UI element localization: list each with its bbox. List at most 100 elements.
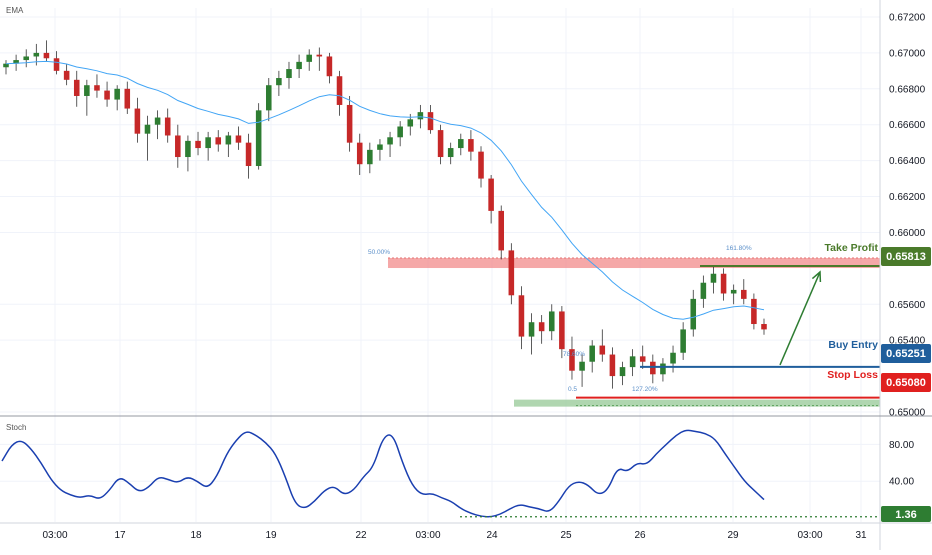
buy-entry-price: 0.65251	[886, 348, 926, 360]
candle-body	[84, 85, 90, 96]
price-tick-label: 0.66200	[889, 192, 926, 203]
stochastic-pane	[1, 429, 880, 518]
fib-161-label: 161.80%	[726, 245, 752, 252]
candle-body	[185, 140, 191, 158]
candle-body	[427, 112, 434, 131]
candle-body	[650, 361, 656, 375]
candle-body	[326, 56, 333, 77]
candle-body	[245, 142, 252, 167]
time-tick-label: 25	[560, 530, 572, 541]
candle-body	[741, 289, 747, 299]
resistance-zone	[388, 258, 880, 269]
price-tick-label: 0.67000	[889, 48, 926, 59]
candle-body	[195, 140, 201, 149]
candle-body	[690, 298, 697, 330]
candle-body	[94, 85, 100, 91]
candle-body	[751, 298, 757, 325]
candle-body	[518, 295, 525, 337]
projection-arrow-shaft	[779, 271, 821, 366]
time-tick-label: 17	[114, 530, 126, 541]
candle-body	[215, 137, 222, 145]
candle-body	[387, 137, 393, 145]
candle-body	[296, 61, 302, 70]
stoch-indicator-label: Stoch	[6, 423, 26, 432]
candle-body	[680, 329, 686, 353]
candle-body	[306, 54, 312, 62]
ema-series-line	[5, 60, 765, 320]
candle-body	[700, 282, 707, 299]
time-tick-label: 29	[727, 530, 739, 541]
candle-body	[761, 324, 767, 330]
stop-loss-price-tag	[881, 373, 931, 392]
candle-body	[599, 345, 606, 355]
time-tick-label: 26	[634, 530, 646, 541]
candle-body	[104, 90, 110, 100]
candle-body	[114, 88, 120, 100]
candle-body	[488, 178, 494, 211]
candle-body	[175, 135, 181, 158]
price-zones	[388, 257, 880, 407]
buy-entry-price-tag	[881, 344, 931, 363]
candle-body	[255, 110, 262, 167]
buy-entry-label: Buy Entry	[828, 339, 878, 351]
candle-body	[660, 363, 666, 375]
candle-body	[407, 119, 414, 127]
candle-body	[63, 70, 70, 80]
candle-body	[316, 54, 323, 57]
price-tick-label: 0.66000	[889, 228, 926, 239]
fib-127-label: 127.20%	[632, 386, 658, 393]
candle-body	[205, 137, 211, 149]
candle-body	[710, 273, 717, 283]
candle-body	[397, 126, 403, 138]
candle-body	[144, 124, 151, 134]
stoch-tick-label: 40.00	[889, 477, 914, 488]
candle-body	[548, 311, 555, 332]
time-tick-label: 31	[855, 530, 867, 541]
take-profit-price-tag	[881, 247, 931, 266]
projection-arrow-head	[811, 270, 822, 283]
time-tick-label: 18	[190, 530, 202, 541]
candle-body	[124, 88, 131, 109]
candle-body	[336, 76, 343, 105]
stoch-value: 1.36	[895, 509, 916, 521]
candle-body	[447, 148, 454, 158]
candle-body	[458, 139, 464, 149]
take-profit-label: Take Profit	[825, 242, 879, 254]
time-tick-label: 19	[265, 530, 277, 541]
candle-body	[417, 112, 424, 120]
fib-786-label: 78.60%	[563, 351, 585, 358]
time-tick-label: 22	[355, 530, 367, 541]
stoch-line	[1, 429, 765, 518]
price-tick-label: 0.66400	[889, 156, 926, 167]
candle-body	[33, 52, 40, 57]
candle-body	[346, 104, 353, 143]
candle-body	[43, 52, 50, 59]
candle-body	[53, 58, 60, 71]
candle-body	[13, 60, 19, 64]
candle-body	[225, 135, 232, 145]
price-tick-label: 0.66800	[889, 84, 926, 95]
stop-loss-label: Stop Loss	[827, 369, 878, 381]
candle-body	[154, 117, 161, 125]
candle-body	[528, 322, 535, 337]
candle-body	[670, 352, 676, 364]
time-tick-label: 03:00	[797, 530, 822, 541]
take-profit-price: 0.65813	[886, 251, 926, 263]
candle-body	[498, 210, 505, 251]
candle-body	[639, 356, 646, 362]
price-tick-label: 0.65000	[889, 408, 926, 419]
price-candles	[3, 40, 767, 389]
candle-body	[23, 56, 29, 61]
candle-body	[609, 354, 616, 377]
ema-indicator-label: EMA	[6, 6, 24, 15]
price-tick-label: 0.65400	[889, 336, 926, 347]
stoch-value-tag	[881, 506, 931, 522]
candle-body	[559, 311, 565, 350]
price-tick-label: 0.67200	[889, 12, 926, 23]
candle-body	[468, 139, 474, 152]
candle-body	[538, 322, 545, 332]
candle-body	[730, 289, 737, 294]
candle-body	[720, 273, 727, 294]
candle-body	[134, 108, 141, 134]
